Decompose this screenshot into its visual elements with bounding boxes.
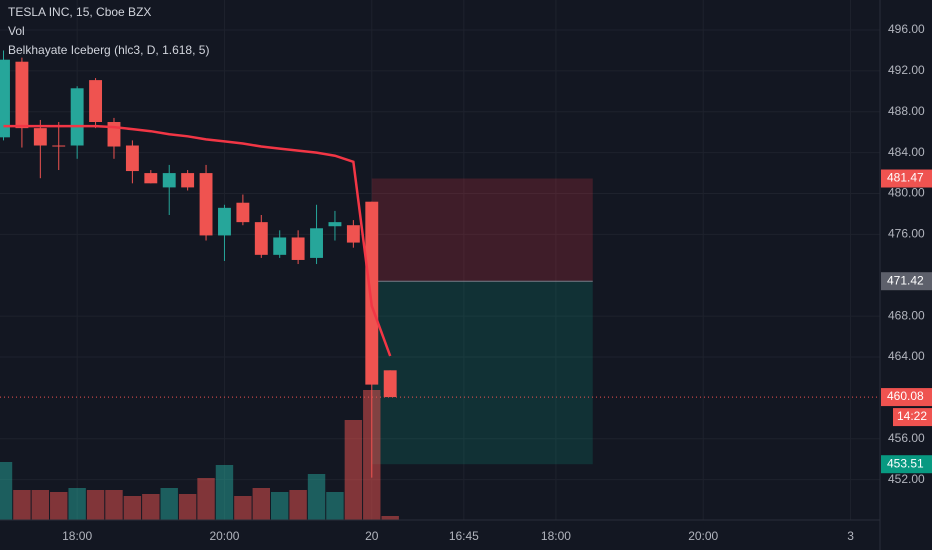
candle-body	[365, 201, 379, 385]
volume-bar	[215, 465, 234, 520]
volume-bar	[160, 488, 178, 520]
candle-body	[89, 80, 103, 123]
candle-body	[15, 61, 29, 129]
candle-body	[254, 222, 268, 255]
volume-bar	[86, 490, 105, 520]
volume-bar	[234, 496, 252, 520]
volume-bar	[105, 490, 123, 520]
volume-bar	[50, 492, 68, 520]
entry-label-box	[881, 272, 932, 291]
y-tick-label: 476.00	[888, 227, 925, 241]
candle-body	[346, 225, 360, 243]
candle-body	[328, 222, 342, 227]
volume-bar	[289, 490, 307, 520]
chart-title: TESLA INC, 15, Cboe BZX	[8, 5, 151, 19]
entry-label: 471.42	[887, 273, 924, 287]
stop-label: 481.47	[887, 171, 924, 185]
y-tick-label: 492.00	[888, 63, 925, 77]
iceberg-line	[3, 124, 392, 357]
volume-bar	[326, 492, 344, 520]
x-tick-label: 3	[847, 529, 854, 543]
indicator-legend: Belkhayate Iceberg (hlc3, D, 1.618, 5)	[8, 43, 209, 57]
grid	[0, 0, 880, 520]
axes: 496.00 492.00 488.00 484.00 480.00 476.00 468.…	[62, 22, 932, 543]
last-price-label-box	[881, 388, 932, 407]
y-tick-label: 456.00	[888, 431, 925, 445]
x-tick-label: 20:00	[209, 529, 239, 543]
stop-label-box	[881, 169, 932, 188]
x-tick-label: 16:45	[449, 529, 479, 543]
target-label: 453.51	[887, 456, 924, 470]
candle-body	[52, 145, 66, 147]
y-tick-label: 484.00	[888, 145, 925, 159]
candle-body	[310, 228, 323, 258]
y-tick-label: 496.00	[888, 22, 925, 36]
volume-bar	[271, 492, 289, 520]
y-tick-label: 464.00	[888, 349, 925, 363]
volume-bar	[0, 462, 13, 520]
target-zone	[371, 281, 593, 465]
candle-body	[273, 237, 287, 255]
volume-bar	[31, 490, 50, 520]
volume-bar	[13, 490, 31, 520]
volume-bar	[142, 494, 160, 520]
volume-legend: Vol	[8, 24, 25, 38]
candle-body	[383, 370, 397, 398]
y-tick-label: 468.00	[888, 308, 925, 322]
candle-body	[181, 173, 195, 188]
volume-bar	[123, 496, 142, 520]
y-tick-label: 480.00	[888, 186, 925, 200]
stop-zone	[371, 178, 593, 282]
volume-bar	[307, 474, 326, 520]
candle-body	[144, 173, 158, 184]
x-tick-label: 18:00	[541, 529, 571, 543]
x-tick-label: 20:00	[688, 529, 718, 543]
volume-bar	[68, 488, 86, 520]
volume-bar	[252, 488, 271, 520]
candle-body	[218, 207, 231, 236]
x-tick-label: 18:00	[62, 529, 92, 543]
candle-body	[199, 173, 213, 236]
y-tick-label: 488.00	[888, 104, 925, 118]
candle-body	[236, 202, 250, 223]
volume-bar	[197, 478, 215, 520]
y-tick-label: 452.00	[888, 472, 925, 486]
countdown-box	[893, 408, 932, 427]
target-label-box	[881, 455, 932, 474]
countdown: 14:22	[897, 409, 927, 423]
volume-bar	[344, 420, 363, 520]
candle-body	[125, 145, 139, 172]
candle-body	[162, 173, 176, 188]
plot	[0, 50, 880, 520]
x-tick-label: 20	[365, 529, 379, 543]
candle-body	[291, 237, 305, 260]
last-price-label: 460.08	[887, 389, 924, 403]
candle-body	[33, 128, 47, 146]
candle-body	[0, 59, 10, 138]
volume-bar	[178, 494, 197, 520]
candle-body	[70, 88, 84, 146]
volume-bar	[381, 516, 399, 520]
